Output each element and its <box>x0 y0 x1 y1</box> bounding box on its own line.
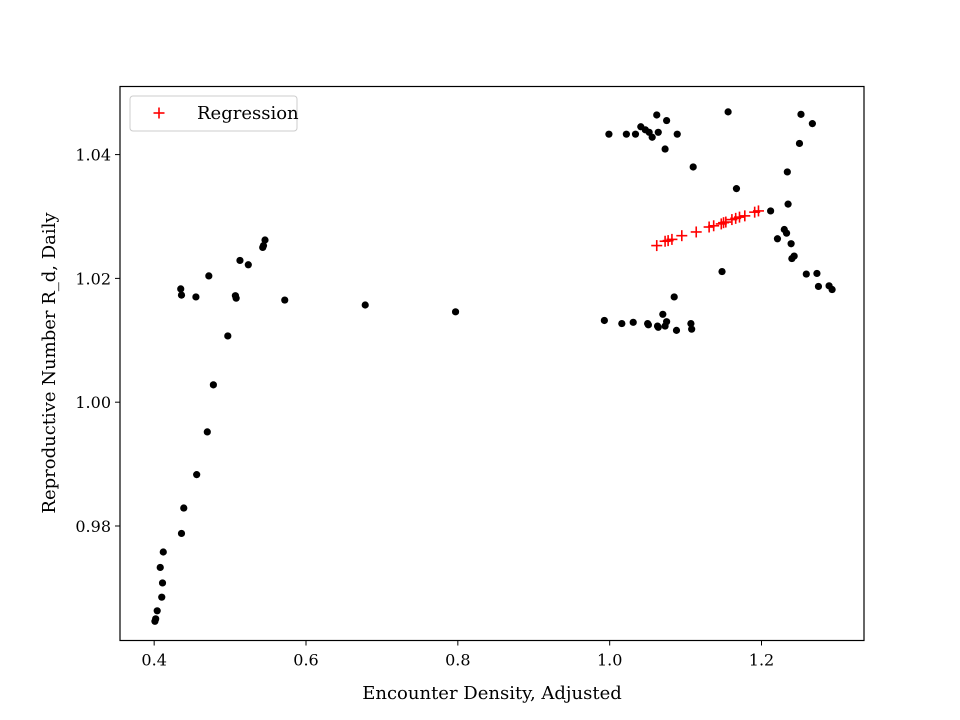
observed-point <box>236 256 244 265</box>
y-tick-label: 1.04 <box>75 146 111 165</box>
y-axis-label: Reproductive Number R_d, Daily <box>39 212 60 514</box>
observed-point <box>648 133 656 141</box>
regression-point <box>720 216 732 228</box>
observed-point <box>629 318 637 326</box>
regression-point <box>739 210 751 222</box>
observed-point <box>787 240 795 248</box>
observed-point <box>814 282 823 291</box>
observed-point <box>192 293 200 301</box>
observed-point <box>808 120 816 128</box>
observed-point <box>158 593 166 601</box>
x-tick-label: 0.4 <box>141 651 166 670</box>
observed-point <box>203 428 211 436</box>
observed-point <box>177 529 186 538</box>
observed-point <box>797 110 805 118</box>
regression-point <box>690 226 702 238</box>
observed-point <box>783 168 791 176</box>
observed-point <box>659 310 667 318</box>
observed-point <box>631 130 640 138</box>
observed-point <box>663 116 671 125</box>
observed-point <box>813 269 821 278</box>
observed-point <box>687 319 695 328</box>
x-tick-label: 1.2 <box>749 651 774 670</box>
regression-point <box>676 230 688 242</box>
observed-point <box>152 615 160 623</box>
regression-point <box>651 240 663 252</box>
regression-point <box>752 205 764 217</box>
legend-label-regression: Regression <box>197 103 299 124</box>
observed-point <box>718 267 726 276</box>
observed-point <box>261 236 269 244</box>
observed-point <box>784 200 792 208</box>
observed-point <box>732 185 741 193</box>
observed-point <box>724 108 732 116</box>
observed-point <box>177 291 186 299</box>
observed-point <box>670 293 678 301</box>
observed-point <box>209 381 217 389</box>
observed-point <box>618 319 626 328</box>
x-tick-label: 1.0 <box>597 651 622 670</box>
observed-point <box>180 504 188 512</box>
observed-point <box>790 252 798 260</box>
y-tick-label: 0.98 <box>75 517 111 536</box>
x-tick-label: 0.8 <box>445 651 470 670</box>
observed-point <box>158 579 167 587</box>
observed-point <box>153 607 161 615</box>
regression-point <box>715 218 727 230</box>
observed-point <box>244 261 252 269</box>
observed-point <box>361 301 369 309</box>
observed-point <box>795 139 804 148</box>
regression-point <box>703 221 715 233</box>
observed-point <box>205 272 213 280</box>
x-tick-label: 0.6 <box>293 651 318 670</box>
legend-box <box>129 95 298 132</box>
observed-point <box>688 325 696 333</box>
data-marks <box>151 108 836 625</box>
observed-point <box>782 229 791 237</box>
regression-point <box>666 233 678 245</box>
regression-point <box>733 211 745 223</box>
observed-point <box>828 285 836 294</box>
legend-plus-icon <box>153 107 165 119</box>
observed-point <box>661 145 669 153</box>
y-tick-label: 1.00 <box>75 393 111 412</box>
observed-point <box>193 471 201 479</box>
observed-point <box>653 111 661 119</box>
regression-point <box>708 220 720 232</box>
observed-point <box>224 332 232 340</box>
observed-point <box>654 323 662 331</box>
observed-point <box>600 316 608 325</box>
y-tick-label: 1.02 <box>75 269 111 288</box>
observed-point <box>156 563 164 572</box>
observed-point <box>281 296 289 304</box>
observed-point <box>159 548 167 556</box>
observed-point <box>673 130 681 138</box>
x-axis: 0.4 0.6 0.8 1.0 1.2 <box>141 640 774 670</box>
x-axis-label: Encounter Density, Adjusted <box>362 683 622 704</box>
observed-point <box>622 130 630 138</box>
plot-frame <box>119 85 865 642</box>
observed-point <box>605 130 613 138</box>
y-axis: 0.98 1.00 1.02 1.04 <box>75 146 120 536</box>
observed-point <box>767 207 775 215</box>
observed-point <box>232 294 240 302</box>
observed-point <box>451 308 460 316</box>
observed-point <box>259 241 268 250</box>
legend-marker-regression <box>153 107 165 119</box>
observed-point <box>654 128 662 136</box>
observed-point <box>802 270 810 278</box>
observed-point <box>672 326 681 334</box>
observed-point <box>663 318 671 326</box>
observed-point <box>689 163 697 171</box>
observed-point <box>177 285 185 293</box>
observed-point <box>773 235 782 243</box>
observed-point <box>644 321 652 329</box>
legend: Regression <box>129 95 299 132</box>
